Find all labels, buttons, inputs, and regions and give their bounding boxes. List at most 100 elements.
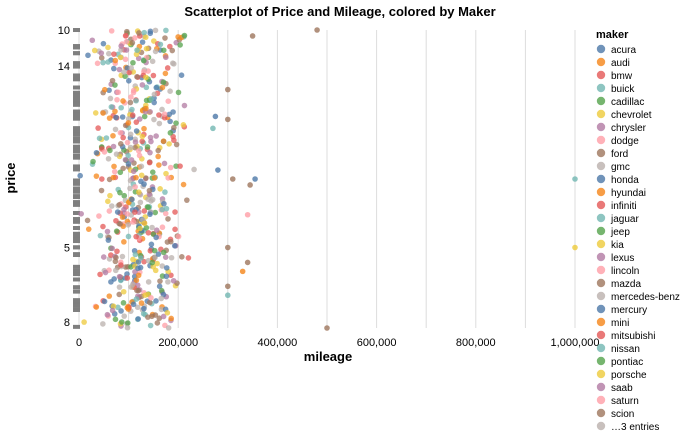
legend-swatch — [596, 83, 606, 93]
data-point — [141, 181, 147, 187]
data-point — [121, 239, 127, 245]
data-point — [112, 82, 118, 88]
data-point — [139, 138, 146, 145]
legend-swatch — [596, 122, 606, 132]
x-axis-title: mileage — [304, 349, 352, 364]
data-point — [100, 223, 106, 230]
data-point — [140, 57, 147, 64]
data-point — [147, 30, 154, 37]
data-point — [123, 38, 130, 45]
data-point — [154, 260, 160, 267]
data-point — [135, 265, 141, 272]
data-point — [117, 189, 123, 196]
data-point — [152, 267, 159, 274]
y-category-tick — [73, 154, 80, 159]
data-point — [117, 141, 124, 147]
legend-label: gmc — [611, 162, 630, 173]
data-point — [155, 147, 162, 154]
data-point — [93, 173, 100, 179]
data-point — [134, 47, 140, 53]
y-category-tick — [73, 324, 80, 329]
legend-swatch — [596, 343, 606, 353]
data-point — [99, 176, 105, 182]
y-category-tick — [73, 303, 80, 308]
data-point — [106, 115, 113, 121]
data-point — [129, 106, 135, 113]
data-points — [73, 27, 578, 331]
data-point — [153, 298, 159, 304]
legend-swatch — [596, 57, 606, 67]
legend-swatch — [596, 96, 606, 106]
legend-label: porsche — [611, 370, 647, 381]
data-point — [126, 78, 132, 84]
y-category-tick — [73, 210, 80, 215]
data-point — [169, 60, 176, 66]
y-category-tick — [73, 85, 80, 90]
legend-label: jaguar — [610, 214, 639, 225]
legend-label: saab — [611, 383, 633, 394]
legend-swatch — [596, 382, 606, 392]
data-point — [85, 226, 92, 232]
data-point — [96, 213, 102, 219]
data-point — [132, 209, 138, 215]
x-tick-label: 400,000 — [258, 337, 298, 349]
data-point — [124, 304, 131, 311]
data-point — [102, 269, 109, 276]
data-point — [314, 27, 320, 33]
data-point — [185, 255, 192, 261]
data-point — [142, 34, 149, 41]
data-point — [141, 305, 147, 312]
data-point — [160, 138, 167, 144]
data-point — [118, 43, 124, 49]
y-category-tick — [73, 225, 80, 230]
data-point — [151, 175, 158, 181]
data-point — [156, 283, 163, 290]
data-point — [107, 147, 113, 154]
data-point — [106, 293, 113, 299]
data-point — [105, 44, 111, 51]
data-point — [121, 69, 127, 75]
data-point — [116, 273, 123, 280]
legend-swatch — [596, 304, 606, 314]
data-point — [163, 170, 169, 177]
data-point — [161, 111, 168, 118]
data-point — [135, 272, 142, 279]
y-category-tick — [73, 178, 80, 183]
data-point — [163, 265, 170, 271]
data-point — [127, 99, 134, 106]
data-point — [101, 149, 108, 155]
data-point — [104, 311, 111, 318]
legend-swatch — [596, 278, 606, 288]
data-point — [107, 95, 114, 102]
data-point — [112, 258, 119, 265]
y-category-tick — [73, 239, 80, 244]
data-point — [143, 175, 149, 181]
data-point — [163, 273, 170, 280]
data-point — [162, 70, 169, 77]
data-point — [157, 278, 163, 284]
data-point — [119, 253, 126, 260]
data-point — [112, 316, 119, 323]
y-category-tick — [73, 90, 80, 95]
data-point — [163, 54, 169, 61]
data-point — [166, 111, 173, 118]
legend-swatch — [596, 421, 606, 431]
data-point — [152, 209, 159, 216]
data-point — [109, 203, 115, 209]
data-point — [108, 279, 114, 285]
legend-swatch — [596, 44, 606, 54]
data-point — [153, 84, 160, 91]
y-category-tick — [73, 149, 80, 154]
data-point — [154, 320, 161, 326]
y-category-tick — [73, 298, 80, 303]
data-point — [105, 50, 112, 57]
data-point — [140, 310, 147, 317]
data-point — [106, 87, 112, 94]
chart-title: Scatterplot of Price and Mileage, colore… — [184, 4, 495, 19]
legend-swatch — [596, 369, 606, 379]
data-point — [141, 208, 148, 214]
data-point — [145, 279, 152, 285]
data-point — [135, 148, 142, 154]
data-point — [110, 132, 116, 139]
y-axis-title: price — [3, 162, 18, 193]
